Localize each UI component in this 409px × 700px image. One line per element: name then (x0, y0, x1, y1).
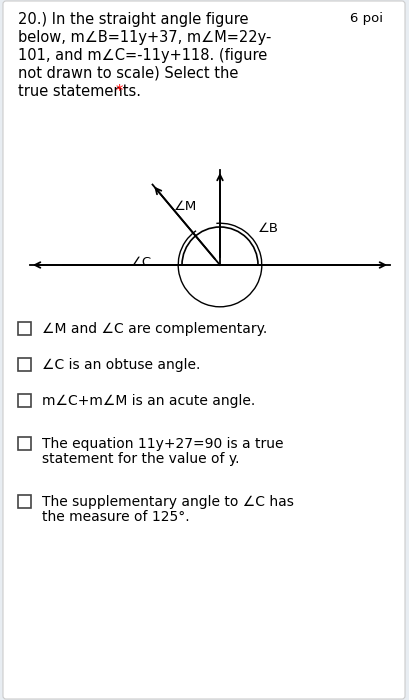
Bar (18, 358, 31, 371)
Text: The supplementary angle to ∠C has: The supplementary angle to ∠C has (42, 495, 294, 509)
Bar (18, 394, 31, 407)
FancyBboxPatch shape (3, 1, 405, 699)
Text: ∠C: ∠C (131, 256, 152, 270)
Text: 20.) In the straight angle figure: 20.) In the straight angle figure (18, 12, 249, 27)
Text: 101, and m∠C=-11y+118. (figure: 101, and m∠C=-11y+118. (figure (18, 48, 267, 63)
Text: 6 poi: 6 poi (350, 12, 383, 25)
Text: ∠M and ∠C are complementary.: ∠M and ∠C are complementary. (42, 322, 267, 336)
Bar (18, 322, 31, 335)
Text: m∠C+m∠M is an acute angle.: m∠C+m∠M is an acute angle. (42, 394, 255, 408)
Text: true statements.: true statements. (18, 84, 146, 99)
Text: ∠M: ∠M (173, 200, 197, 213)
Text: below, m∠B=11y+37, m∠M=22y-: below, m∠B=11y+37, m∠M=22y- (18, 30, 272, 45)
Bar (18, 437, 31, 450)
Text: The equation 11y+27=90 is a true: The equation 11y+27=90 is a true (42, 437, 283, 451)
Text: ∠B: ∠B (258, 222, 279, 235)
Bar (18, 495, 31, 508)
Text: the measure of 125°.: the measure of 125°. (42, 510, 190, 524)
Text: statement for the value of y.: statement for the value of y. (42, 452, 240, 466)
Text: not drawn to scale) Select the: not drawn to scale) Select the (18, 66, 238, 81)
Text: ∠C is an obtuse angle.: ∠C is an obtuse angle. (42, 358, 200, 372)
Text: *: * (116, 84, 124, 99)
